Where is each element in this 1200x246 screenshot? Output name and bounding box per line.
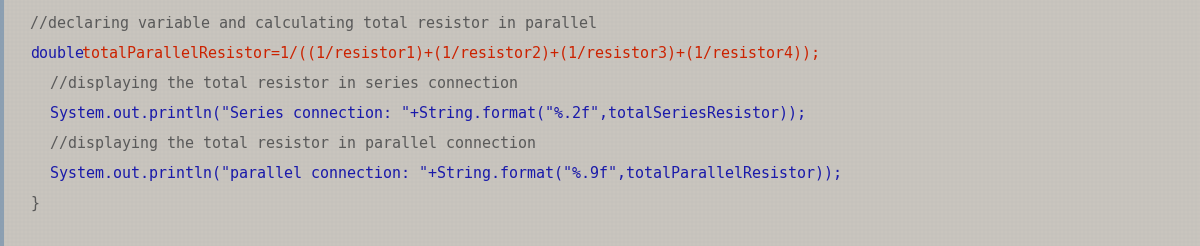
- Text: double: double: [30, 46, 84, 61]
- Text: //declaring variable and calculating total resistor in parallel: //declaring variable and calculating tot…: [30, 16, 598, 31]
- Text: totalParallelResistor=1/((1/resistor1)+(1/resistor2)+(1/resistor3)+(1/resistor4): totalParallelResistor=1/((1/resistor1)+(…: [73, 46, 821, 61]
- Bar: [0, 0, 4, 246]
- Text: System.out.println("Series connection: "+String.format("%.2f",totalSeriesResisto: System.out.println("Series connection: "…: [50, 106, 806, 121]
- Text: //displaying the total resistor in parallel connection: //displaying the total resistor in paral…: [50, 136, 536, 151]
- Text: //displaying the total resistor in series connection: //displaying the total resistor in serie…: [50, 76, 518, 91]
- Text: }: }: [30, 196, 38, 211]
- Text: System.out.println("parallel connection: "+String.format("%.9f",totalParallelRes: System.out.println("parallel connection:…: [50, 166, 842, 181]
